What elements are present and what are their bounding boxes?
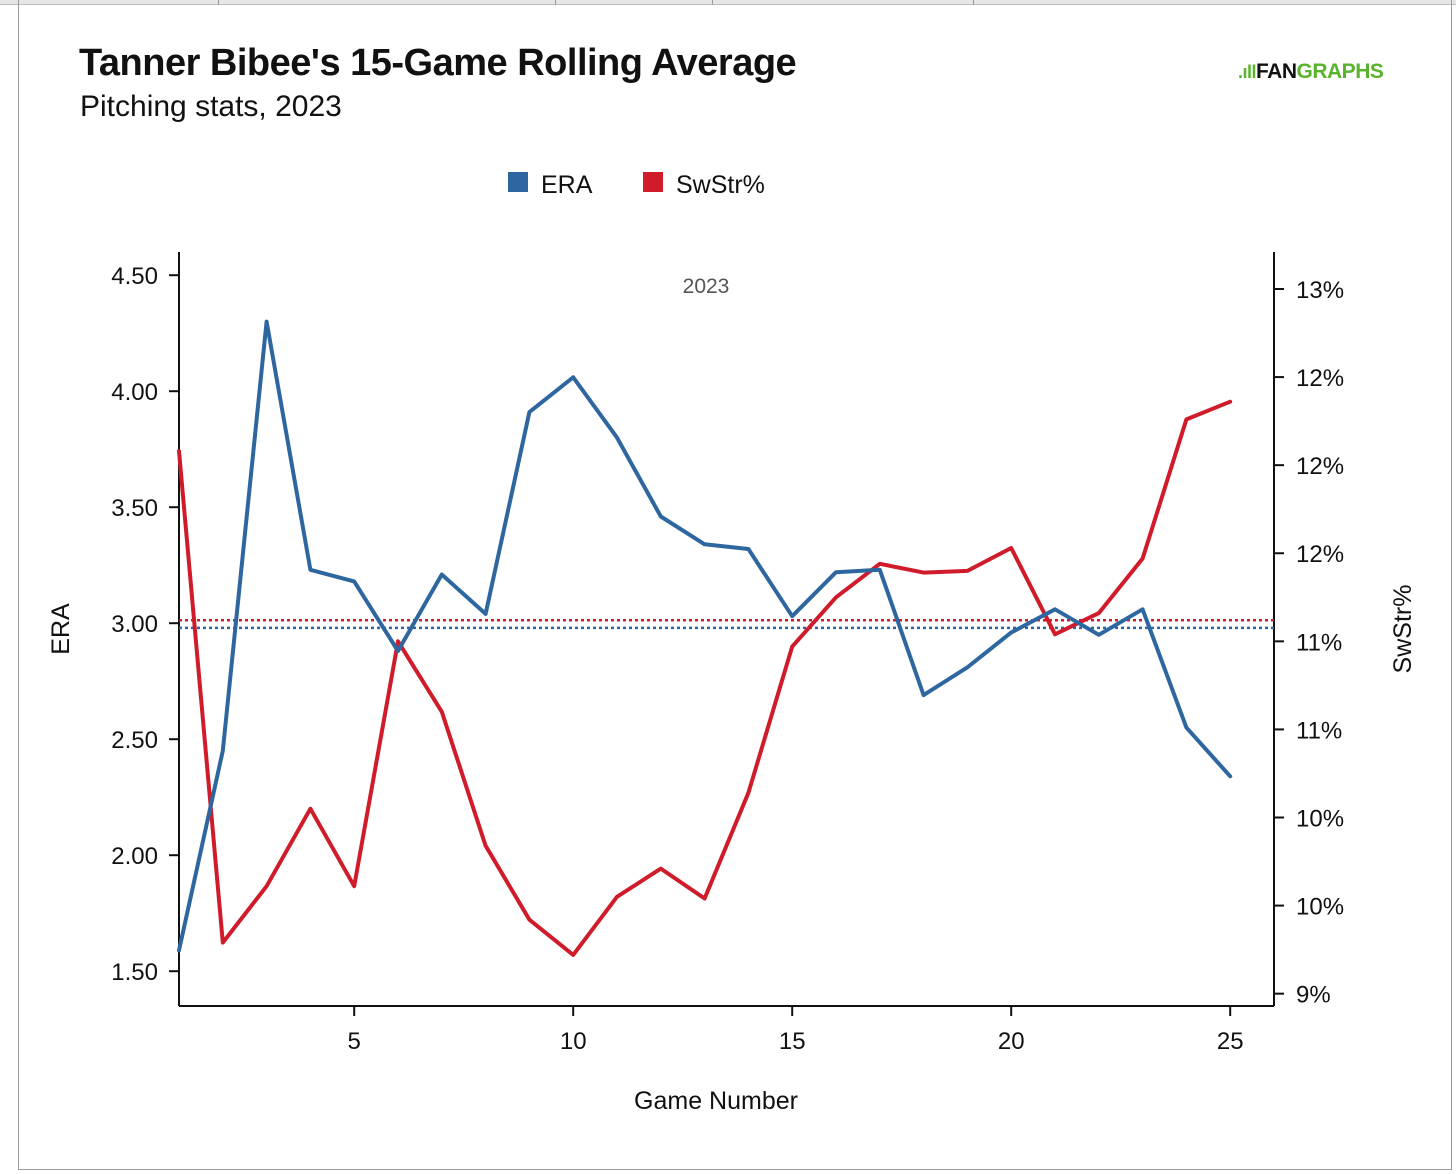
y-right-tick-label: 13% <box>1296 277 1344 304</box>
y-right-tick-label: 12% <box>1296 541 1344 568</box>
y-left-tick-label: 3.50 <box>111 495 158 522</box>
tab-separator <box>218 0 219 5</box>
chart-frame <box>18 0 1452 1170</box>
right-axis-title: SwStr% <box>1389 585 1417 674</box>
fangraphs-logo: .ıllFANGRAPHS <box>1238 60 1384 84</box>
y-left-tick-label: 2.00 <box>111 843 158 870</box>
fangraphs-logo-mark: .ıll <box>1238 62 1257 82</box>
legend-swstr-label: SwStr% <box>676 171 765 199</box>
tab-separator <box>973 0 974 5</box>
y-left-tick-label: 1.50 <box>111 959 158 986</box>
reference-lines <box>179 618 1274 630</box>
x-tick-label: 25 <box>1217 1028 1244 1055</box>
legend-swstr-swatch <box>643 172 663 192</box>
left-axis-title: ERA <box>47 603 75 655</box>
y-left-tick-label: 4.50 <box>111 263 158 290</box>
x-tick-label: 15 <box>779 1028 806 1055</box>
y-right-tick-label: 9% <box>1296 982 1331 1009</box>
tab-separator <box>555 0 556 5</box>
y-ticks-left: 1.50 2.00 2.50 3.00 3.50 4.00 4.50 <box>111 263 179 986</box>
year-annotation: 2023 <box>683 275 730 298</box>
fangraphs-logo-fan: FAN <box>1256 60 1297 83</box>
chart-title: Tanner Bibee's 15-Game Rolling Average <box>79 42 797 84</box>
y-right-tick-label: 12% <box>1296 365 1344 392</box>
legend-era-label: ERA <box>541 171 593 199</box>
y-right-tick-label: 10% <box>1296 894 1344 921</box>
era-series-line <box>177 319 1233 953</box>
x-tick-label: 20 <box>998 1028 1025 1055</box>
y-ticks-right: 9% 10% 10% 11% 11% 12% 12% 12% 13% <box>1274 277 1344 1009</box>
tab-separator <box>712 0 713 5</box>
y-right-tick-label: 10% <box>1296 806 1344 833</box>
fangraphs-logo-graphs: GRAPHS <box>1296 60 1384 83</box>
legend: ERA SwStr% <box>508 171 765 199</box>
x-tick-label: 5 <box>348 1028 361 1055</box>
y-right-tick-label: 12% <box>1296 453 1344 480</box>
series-lines <box>177 319 1233 957</box>
chart-subtitle: Pitching stats, 2023 <box>80 90 342 123</box>
y-right-tick-label: 11% <box>1296 629 1342 656</box>
y-right-tick-label: 11% <box>1296 717 1342 744</box>
browser-tab-strip <box>0 0 1456 5</box>
y-left-tick-label: 4.00 <box>111 379 158 406</box>
x-ticks: 5 10 15 20 25 <box>348 1006 1244 1055</box>
y-left-tick-label: 2.50 <box>111 727 158 754</box>
x-axis-title: Game Number <box>634 1087 798 1115</box>
y-left-tick-label: 3.00 <box>111 611 158 638</box>
swstr-series-line <box>177 399 1233 957</box>
x-tick-label: 10 <box>560 1028 587 1055</box>
legend-era-swatch <box>508 172 528 192</box>
